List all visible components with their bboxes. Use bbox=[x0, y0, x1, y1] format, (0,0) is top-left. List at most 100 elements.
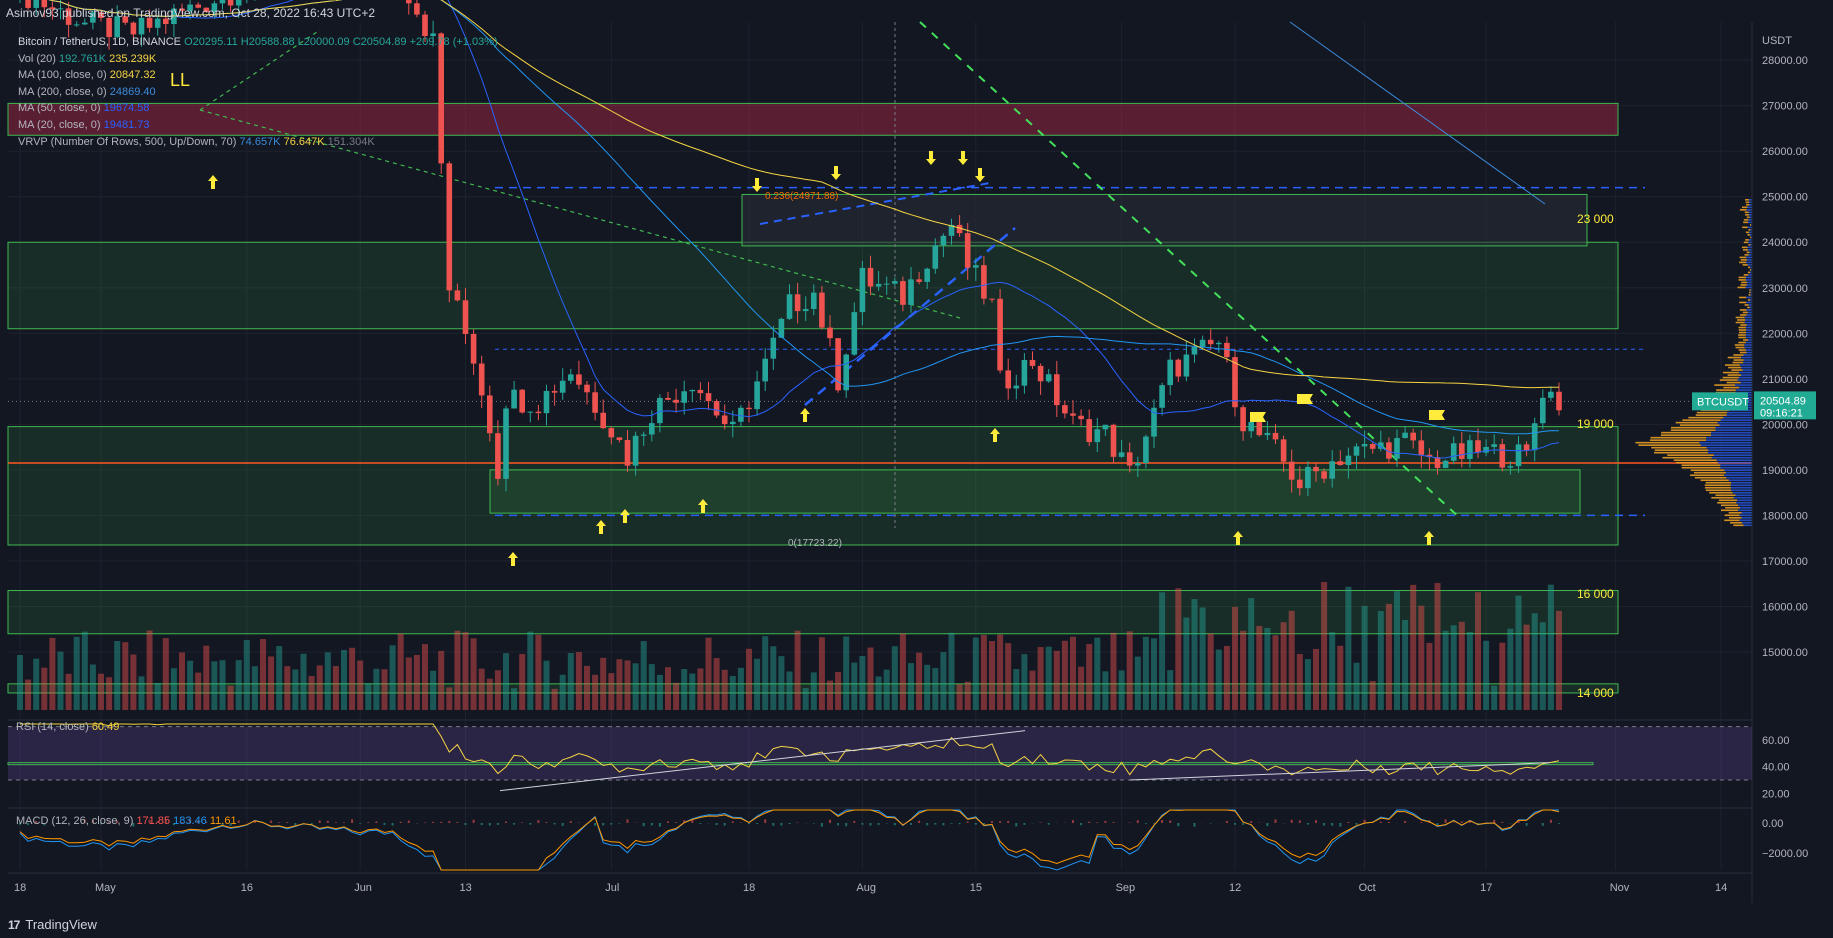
candle-body bbox=[649, 423, 655, 435]
vp-row-up bbox=[1667, 454, 1714, 456]
vp-row-up bbox=[1724, 364, 1740, 366]
volume-bar bbox=[1402, 619, 1409, 710]
volume-bar bbox=[1556, 610, 1562, 710]
macd-line bbox=[19, 809, 1559, 871]
candle-body bbox=[49, 7, 56, 10]
vp-row-up bbox=[1670, 429, 1716, 431]
macd-histogram-bar bbox=[958, 823, 961, 825]
macd-histogram-bar bbox=[383, 823, 386, 825]
macd-histogram-bar bbox=[1331, 823, 1334, 826]
volume-bar bbox=[916, 652, 923, 710]
vp-row-up bbox=[1733, 524, 1744, 527]
macd-histogram-bar bbox=[820, 823, 823, 827]
candle-body bbox=[738, 407, 744, 422]
candle-body bbox=[1232, 357, 1238, 408]
time-axis-label: 17 bbox=[1480, 882, 1492, 894]
volume-bar bbox=[648, 664, 655, 710]
volume-bar bbox=[802, 688, 809, 710]
legend-ma50-row[interactable]: MA (50, close, 0) 19674.58 bbox=[18, 100, 498, 117]
candle-body bbox=[1442, 460, 1449, 468]
down-arrow-icon bbox=[752, 178, 762, 192]
vp-row-up bbox=[1694, 476, 1727, 479]
vp-row-down bbox=[1744, 346, 1752, 349]
macd-histogram-bar bbox=[1047, 823, 1050, 825]
candle-body bbox=[705, 393, 712, 402]
candle-body bbox=[1280, 439, 1287, 462]
candle-body bbox=[1224, 342, 1230, 358]
vp-row-up bbox=[1731, 369, 1743, 371]
macd-histogram-bar bbox=[529, 823, 532, 825]
macd-legend[interactable]: MACD (12, 26, close, 9) 171.85 183.46 11… bbox=[16, 815, 237, 827]
vp-row-down bbox=[1750, 229, 1752, 231]
symbol-price-tag[interactable] bbox=[1692, 392, 1748, 411]
legend-ma20-row[interactable]: MA (20, close, 0) 19481.73 bbox=[18, 117, 498, 134]
macd-histogram-bar bbox=[1112, 822, 1115, 823]
volume-bar bbox=[1466, 631, 1473, 710]
macd-histogram-bar bbox=[1039, 822, 1042, 823]
vp-row-down bbox=[1746, 284, 1752, 286]
macd-histogram-bar bbox=[399, 821, 402, 823]
legend-ma200-row[interactable]: MA (200, close, 0) 24869.40 bbox=[18, 84, 498, 101]
footer-brand[interactable]: TradingView bbox=[25, 917, 97, 932]
volume-bar bbox=[260, 639, 266, 710]
vp-row-down bbox=[1748, 241, 1752, 244]
macd-histogram-bar bbox=[197, 820, 200, 823]
volume-bar bbox=[1223, 646, 1230, 710]
legend-vrvp-row[interactable]: VRVP (Number Of Rows, 500, Up/Down, 70) … bbox=[18, 134, 498, 151]
ma200-name: MA (200, close, 0) bbox=[18, 85, 107, 98]
vp-row-down bbox=[1748, 211, 1752, 214]
volume-bar bbox=[997, 634, 1004, 710]
volume-bar bbox=[1418, 605, 1425, 710]
rsi-legend[interactable]: RSI (14, close) 60.49 bbox=[16, 721, 119, 733]
candle-body bbox=[762, 358, 768, 382]
volume-bar bbox=[1232, 606, 1238, 710]
candle-body bbox=[997, 298, 1003, 371]
time-axis-label: Sep bbox=[1116, 882, 1136, 894]
vp-row-up bbox=[1745, 198, 1749, 201]
legend-symbol-row[interactable]: Bitcoin / TetherUS, 1D, BINANCE O20295.1… bbox=[18, 34, 498, 51]
volume-bar bbox=[818, 637, 825, 710]
vp-row-up bbox=[1741, 246, 1748, 249]
up-arrow-icon bbox=[698, 499, 708, 513]
legend-vol-row[interactable]: Vol (20) 192.761K 235.239K bbox=[18, 51, 498, 68]
candle-body bbox=[1078, 415, 1084, 420]
macd-histogram-bar bbox=[318, 820, 321, 823]
vp-row-down bbox=[1739, 364, 1752, 366]
macd-histogram-bar bbox=[326, 820, 329, 823]
volume-bar bbox=[754, 658, 761, 710]
vp-row-down bbox=[1743, 359, 1752, 361]
volume-bar bbox=[1304, 659, 1311, 710]
volume-bar bbox=[964, 681, 971, 710]
volume-bar bbox=[1450, 625, 1457, 710]
vp-row-up bbox=[1746, 216, 1750, 219]
candle-body bbox=[454, 290, 461, 301]
macd-histogram-bar bbox=[1023, 823, 1026, 825]
time-axis-label: 13 bbox=[460, 882, 472, 894]
last-price-tag[interactable] bbox=[1754, 391, 1816, 420]
legend-ma100-row[interactable]: MA (100, close, 0) 20847.32 bbox=[18, 67, 498, 84]
volume-bar bbox=[17, 655, 23, 710]
price-axis-unit: USDT bbox=[1762, 35, 1792, 47]
symbol-name[interactable]: Bitcoin / TetherUS, 1D, BINANCE bbox=[18, 36, 182, 48]
vp-row-up bbox=[1738, 341, 1746, 344]
vp-row-down bbox=[1744, 316, 1752, 319]
volume-bar bbox=[1005, 643, 1012, 710]
vp-row-up bbox=[1723, 386, 1740, 389]
candle-body bbox=[859, 267, 866, 313]
vp-row-up bbox=[1749, 291, 1751, 294]
volume-bar bbox=[187, 660, 194, 710]
flag-icon bbox=[1250, 412, 1266, 422]
vp-row-down bbox=[1741, 366, 1752, 369]
vp-row-up bbox=[1722, 371, 1739, 374]
candle-body bbox=[1450, 443, 1457, 461]
macd-histogram-bar bbox=[991, 821, 993, 823]
vp-row-down bbox=[1736, 501, 1752, 504]
flag-icon bbox=[1429, 410, 1445, 420]
vp-row-up bbox=[1729, 516, 1742, 519]
volume-bar bbox=[681, 669, 688, 710]
volume-bar bbox=[65, 673, 72, 710]
volume-bar bbox=[1053, 650, 1060, 710]
candle-body bbox=[1531, 423, 1538, 451]
volume-bar bbox=[1491, 685, 1498, 710]
